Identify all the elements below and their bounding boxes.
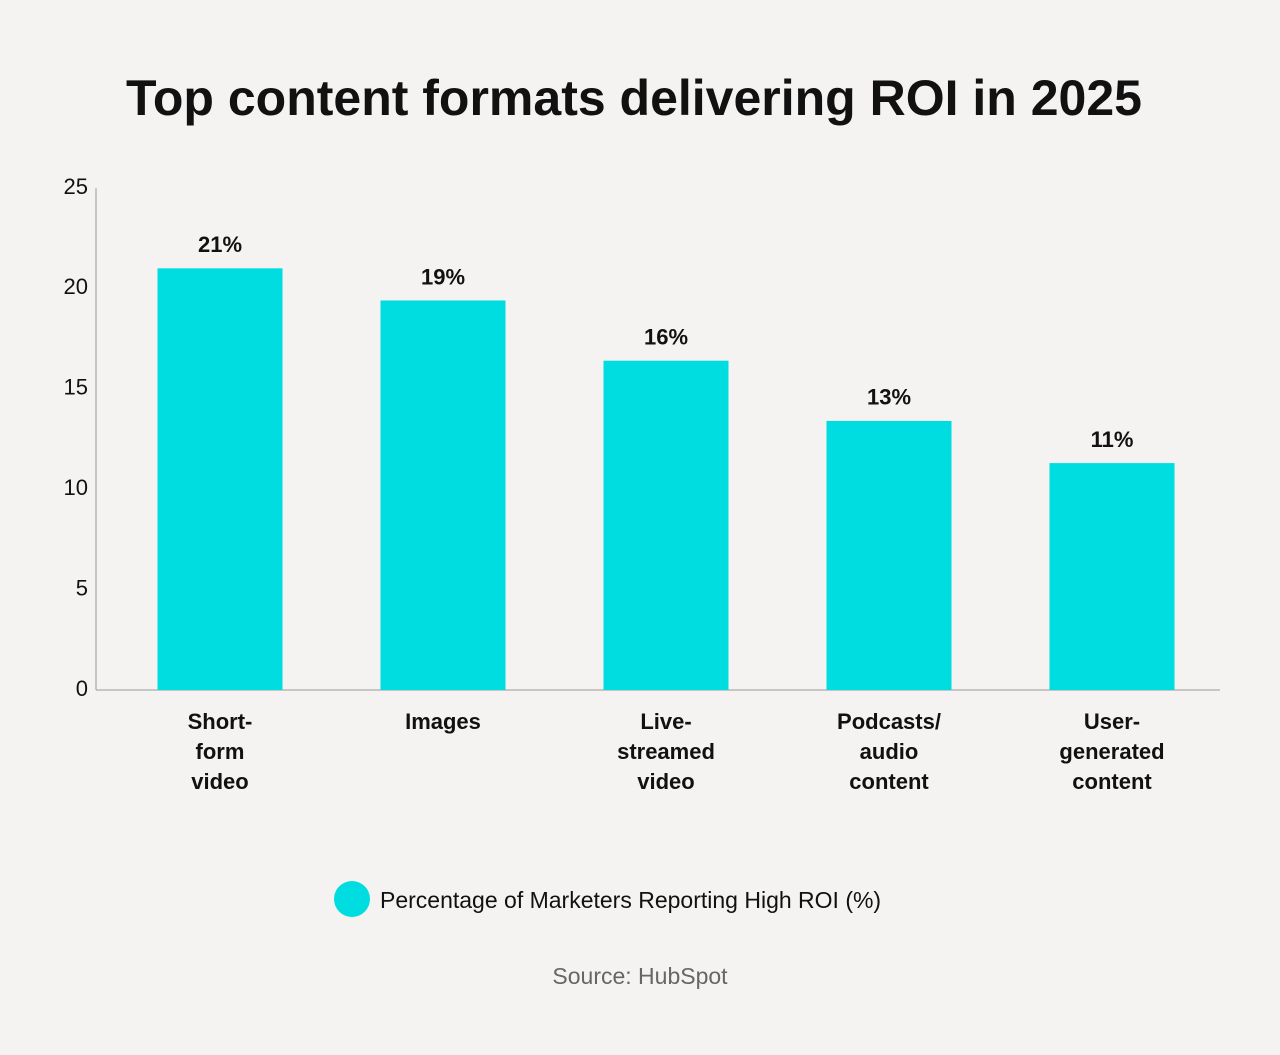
y-tick-label: 5 <box>76 575 88 600</box>
data-label: 11% <box>1091 427 1134 452</box>
chart-title: Top content formats delivering ROI in 20… <box>126 70 1142 126</box>
data-label: 21% <box>198 232 242 257</box>
bar <box>380 300 506 690</box>
y-tick-label: 0 <box>76 676 88 701</box>
bar <box>1049 463 1175 690</box>
source: Source: HubSpot <box>552 963 728 989</box>
x-tick-label: Images <box>405 709 481 734</box>
x-tick-label: Live-streamed video <box>617 709 715 794</box>
y-tick-label: 20 <box>64 274 88 299</box>
bar <box>826 420 952 690</box>
legend-swatch <box>334 881 370 917</box>
bar <box>157 268 283 690</box>
y-tick-label: 10 <box>64 475 88 500</box>
data-label: 13% <box>867 385 911 410</box>
x-tick-label: Short-form video <box>187 709 253 794</box>
data-label: 16% <box>644 325 688 350</box>
x-tick-label: Podcasts/ audio content <box>837 709 941 794</box>
x-tick-label: User-generated content <box>1059 709 1165 794</box>
y-tick-label: 25 <box>64 174 88 199</box>
bar <box>603 360 729 690</box>
legend-label: Percentage of Marketers Reporting High R… <box>380 887 881 913</box>
y-tick-label: 15 <box>64 375 88 400</box>
data-label: 19% <box>421 264 465 289</box>
